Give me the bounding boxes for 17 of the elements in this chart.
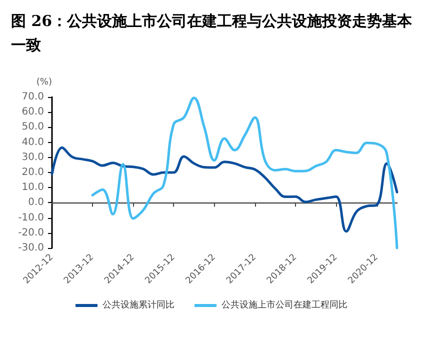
y-tick-label: 70.0 — [22, 92, 44, 102]
y-tick-label: 20.0 — [22, 167, 44, 178]
y-tick-label: -30.0 — [18, 242, 44, 254]
line-series — [50, 146, 398, 233]
line-series — [91, 96, 398, 250]
legend-label: 公共设施累计同比 — [102, 300, 174, 310]
y-tick-label: 50.0 — [22, 122, 44, 133]
y-tick-label: 0.0 — [28, 197, 44, 208]
legend-label: 公共设施上市公司在建工程同比 — [222, 300, 348, 310]
y-tick-label: 30.0 — [22, 152, 44, 163]
y-tick-label: -10.0 — [18, 212, 44, 224]
chart-title: 图 26：公共设施上市公司在建工程与公共设施投资走势基本一致 — [11, 12, 414, 54]
y-axis-title: (%) — [36, 78, 52, 88]
y-tick-label: -20.0 — [18, 227, 44, 238]
y-tick-label: 60.0 — [22, 106, 44, 118]
y-tick-label: 40.0 — [22, 136, 44, 148]
y-tick-label: 10.0 — [22, 182, 44, 194]
